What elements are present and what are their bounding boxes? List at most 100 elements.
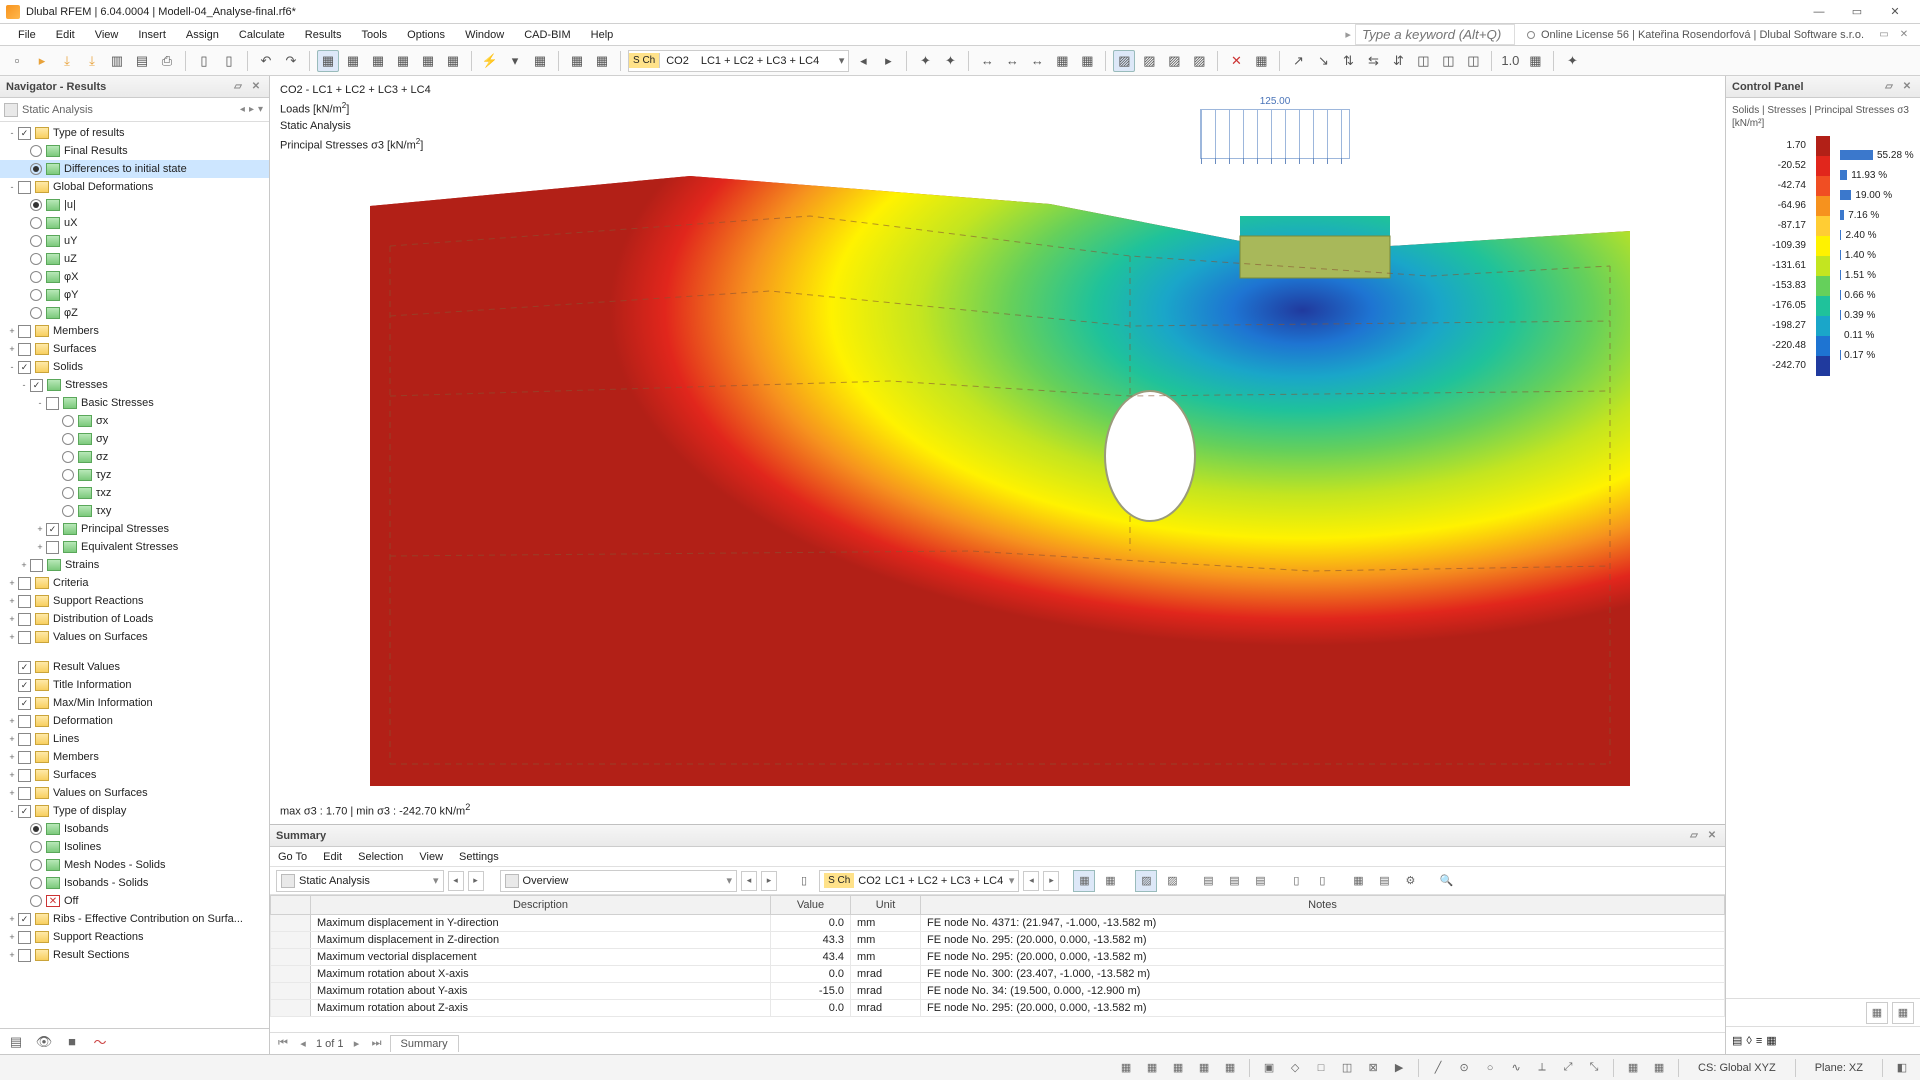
sb-grid2-icon[interactable]: ▦: [1649, 1058, 1669, 1078]
save-icon[interactable]: ⤓: [56, 50, 78, 72]
tree-checkbox[interactable]: [18, 787, 31, 800]
tree-item[interactable]: Result Values: [0, 658, 269, 676]
sb-snap2-icon[interactable]: ▦: [1142, 1058, 1162, 1078]
calc2-icon[interactable]: ▾: [504, 50, 526, 72]
sum-tool9-icon[interactable]: ▯: [1311, 870, 1333, 892]
lc-next-icon[interactable]: ▸: [877, 50, 899, 72]
calc-icon[interactable]: ⚡: [479, 50, 501, 72]
tree-radio[interactable]: [30, 877, 42, 889]
tree-radio[interactable]: [62, 469, 74, 481]
view5-icon[interactable]: ▦: [417, 50, 439, 72]
tree-item[interactable]: φZ: [0, 304, 269, 322]
tree-checkbox[interactable]: [18, 751, 31, 764]
grid2-icon[interactable]: ▦: [1076, 50, 1098, 72]
tree-checkbox[interactable]: [30, 379, 43, 392]
summary-menu-go-to[interactable]: Go To: [278, 851, 307, 863]
tree-radio[interactable]: [30, 199, 42, 211]
sum-next1-icon[interactable]: ▸: [468, 871, 484, 891]
sum-tool2-icon[interactable]: ▦: [1099, 870, 1121, 892]
tree-item[interactable]: uX: [0, 214, 269, 232]
sb-osnap5-icon[interactable]: ⊠: [1363, 1058, 1383, 1078]
tree-checkbox[interactable]: [18, 679, 31, 692]
tree-item[interactable]: φX: [0, 268, 269, 286]
summary-overview-combo[interactable]: Overview ▾: [500, 870, 738, 892]
sb-osnap2-icon[interactable]: ◇: [1285, 1058, 1305, 1078]
ctrl-mode4-icon[interactable]: ▦: [1766, 1034, 1776, 1047]
opt-icon[interactable]: ✦: [1561, 50, 1583, 72]
tree-item[interactable]: +Result Sections: [0, 946, 269, 964]
tree-item[interactable]: uZ: [0, 250, 269, 268]
tree-radio[interactable]: [62, 433, 74, 445]
sb-end-icon[interactable]: ◧: [1892, 1058, 1912, 1078]
arr3-icon[interactable]: ⇅: [1337, 50, 1359, 72]
tree-checkbox[interactable]: [30, 559, 43, 572]
combo-prev-icon[interactable]: ◂: [238, 104, 247, 115]
sb-draw4-icon[interactable]: ∿: [1506, 1058, 1526, 1078]
control-float-icon[interactable]: ▱: [1882, 80, 1896, 94]
grid-icon[interactable]: ▦: [1051, 50, 1073, 72]
sb-snap1-icon[interactable]: ▦: [1116, 1058, 1136, 1078]
tree-checkbox[interactable]: [18, 769, 31, 782]
tree-checkbox[interactable]: [18, 325, 31, 338]
table-header[interactable]: Unit: [851, 896, 921, 915]
scale-icon[interactable]: 1.0: [1499, 50, 1521, 72]
tree-item[interactable]: +Support Reactions: [0, 928, 269, 946]
menu-results[interactable]: Results: [295, 27, 352, 43]
sb-snap4-icon[interactable]: ▦: [1194, 1058, 1214, 1078]
tree-radio[interactable]: [62, 487, 74, 499]
tree-checkbox[interactable]: [18, 949, 31, 962]
sb-draw2-icon[interactable]: ⊙: [1454, 1058, 1474, 1078]
view6-icon[interactable]: ▦: [442, 50, 464, 72]
menu-assign[interactable]: Assign: [176, 27, 229, 43]
tree-radio[interactable]: [30, 145, 42, 157]
sum-tool5-icon[interactable]: ▤: [1197, 870, 1219, 892]
sb-osnap3-icon[interactable]: □: [1311, 1058, 1331, 1078]
arr1-icon[interactable]: ↗: [1287, 50, 1309, 72]
ctrl-view1-icon[interactable]: ▦: [1866, 1002, 1888, 1024]
tree-item[interactable]: +Values on Surfaces: [0, 628, 269, 646]
tree-checkbox[interactable]: [18, 715, 31, 728]
tree-item[interactable]: σy: [0, 430, 269, 448]
table-row[interactable]: Maximum vectorial displacement43.4mmFE n…: [271, 949, 1725, 966]
nav-tab-display-icon[interactable]: 👁: [34, 1033, 54, 1051]
tree-checkbox[interactable]: [18, 661, 31, 674]
menu-view[interactable]: View: [85, 27, 129, 43]
arr8-icon[interactable]: ◫: [1462, 50, 1484, 72]
table-header[interactable]: Description: [311, 896, 771, 915]
group-icon[interactable]: ▦: [1250, 50, 1272, 72]
sum-lc-next-icon[interactable]: ▸: [1043, 871, 1059, 891]
tree-checkbox[interactable]: [46, 523, 59, 536]
sum-lc-prev-icon[interactable]: ◂: [1023, 871, 1039, 891]
ctrl-mode3-icon[interactable]: ≡: [1756, 1035, 1762, 1047]
sum-print-icon[interactable]: ▤: [1373, 870, 1395, 892]
mesh-icon[interactable]: ▦: [529, 50, 551, 72]
summary-table[interactable]: DescriptionValueUnitNotesMaximum displac…: [270, 895, 1725, 1032]
loadcase-selector[interactable]: S Ch CO2 LC1 + LC2 + LC3 + LC4 ▾: [628, 50, 849, 72]
results-tree[interactable]: -Type of resultsFinal ResultsDifferences…: [0, 122, 269, 1028]
tree-radio[interactable]: [30, 217, 42, 229]
iso4-icon[interactable]: ▨: [1188, 50, 1210, 72]
tree-item[interactable]: -Solids: [0, 358, 269, 376]
doc-restore-button[interactable]: ▭: [1876, 27, 1892, 43]
tree-item[interactable]: +Principal Stresses: [0, 520, 269, 538]
tree-item[interactable]: +Members: [0, 748, 269, 766]
summary-float-icon[interactable]: ▱: [1687, 829, 1701, 843]
sb-draw7-icon[interactable]: ⤡: [1584, 1058, 1604, 1078]
pager-first-icon[interactable]: ⏮: [276, 1037, 290, 1050]
sum-next2-icon[interactable]: ▸: [761, 871, 777, 891]
sum-tool1-icon[interactable]: ▦: [1073, 870, 1095, 892]
pager-next-icon[interactable]: ▸: [350, 1037, 364, 1050]
printshape-icon[interactable]: ▥: [106, 50, 128, 72]
sum-search-icon[interactable]: 🔍: [1435, 870, 1457, 892]
menu-tools[interactable]: Tools: [351, 27, 397, 43]
tree-radio[interactable]: [30, 859, 42, 871]
tree-item[interactable]: +Strains: [0, 556, 269, 574]
nav-tab-views-icon[interactable]: ■: [62, 1033, 82, 1051]
tree-radio[interactable]: [30, 307, 42, 319]
tree-item[interactable]: +Equivalent Stresses: [0, 538, 269, 556]
tree-checkbox[interactable]: [18, 361, 31, 374]
tree-item[interactable]: +Lines: [0, 730, 269, 748]
menu-cad-bim[interactable]: CAD-BIM: [514, 27, 580, 43]
pager-prev-icon[interactable]: ◂: [296, 1037, 310, 1050]
sum-filter-icon[interactable]: ▯: [793, 870, 815, 892]
